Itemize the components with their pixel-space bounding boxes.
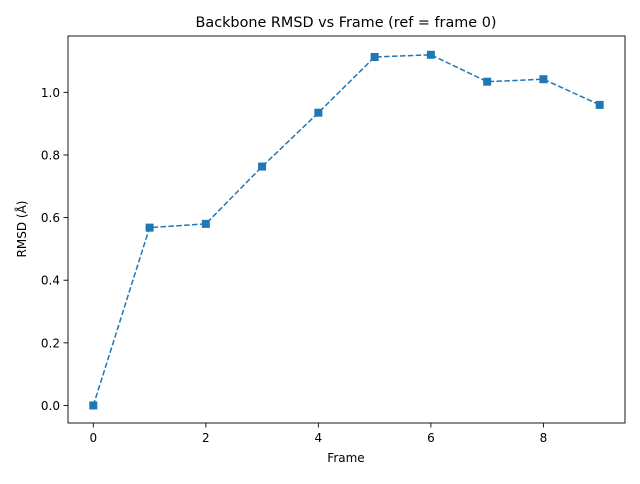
y-tick-label: 0.2 — [41, 336, 60, 350]
data-point-marker — [370, 52, 379, 61]
plot-layer — [89, 50, 604, 410]
data-point-marker — [258, 162, 267, 171]
x-tick-label: 2 — [202, 431, 210, 445]
data-point-marker — [595, 100, 604, 109]
y-tick-label: 1.0 — [41, 86, 60, 100]
x-tick-label: 8 — [540, 431, 548, 445]
chart-title: Backbone RMSD vs Frame (ref = frame 0) — [196, 15, 497, 31]
plot-frame — [67, 35, 626, 424]
data-point-marker — [89, 401, 98, 410]
x-axis-label: Frame — [327, 451, 364, 465]
y-tick-label: 0.8 — [41, 148, 60, 162]
y-tick-label: 0.0 — [41, 399, 60, 413]
x-tick-label: 4 — [315, 431, 323, 445]
x-tick-label: 0 — [89, 431, 97, 445]
x-tick-label: 6 — [427, 431, 435, 445]
data-point-marker — [145, 223, 154, 232]
data-point-marker — [539, 75, 548, 84]
series-line — [92, 54, 600, 406]
data-point-marker — [483, 77, 492, 86]
data-point-marker — [201, 219, 210, 228]
y-tick-label: 0.4 — [41, 274, 60, 288]
data-point-marker — [314, 108, 323, 117]
axis-layer: 0 2 4 6 8 0.0 0.2 0.4 0.6 0.8 1.0 — [41, 35, 626, 445]
y-tick-label: 0.6 — [41, 211, 60, 225]
data-point-marker — [426, 50, 435, 59]
y-axis-label: RMSD (Å) — [14, 201, 29, 258]
